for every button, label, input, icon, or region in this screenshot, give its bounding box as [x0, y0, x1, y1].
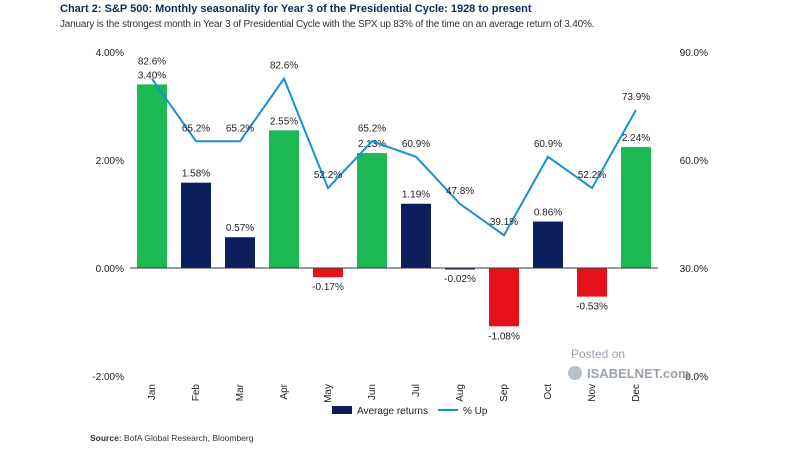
category-label-apr: Apr [279, 383, 290, 399]
bar-jan [137, 84, 167, 269]
bar-label-aug: -0.02% [444, 274, 476, 285]
right-axis: 0.0% 30.0% 60.0% 90.0% [680, 48, 708, 383]
bar-apr [269, 130, 299, 268]
pct-label-jun: 65.2% [358, 123, 386, 134]
right-tick-label: 60.0% [680, 156, 708, 167]
left-tick-label: 0.00% [96, 264, 124, 275]
right-tick-label: 90.0% [680, 48, 708, 59]
pct-label-aug: 47.8% [446, 186, 474, 197]
bar-label-jun: 2.13% [358, 139, 386, 150]
category-label-nov: Nov [587, 384, 598, 402]
pct-label-oct: 60.9% [534, 139, 562, 150]
category-label-oct: Oct [543, 384, 554, 400]
watermark-globe-icon [568, 366, 582, 380]
bar-label-feb: 1.58% [182, 169, 210, 180]
pct-label-sep: 39.1% [490, 217, 518, 228]
chart-title: Chart 2: S&P 500: Monthly seasonality fo… [60, 3, 532, 15]
bar-sep [489, 268, 519, 327]
bar-label-jul: 1.19% [402, 190, 430, 201]
category-label-jun: Jun [367, 384, 378, 400]
bar-label-apr: 2.55% [270, 116, 298, 127]
pct-label-dec: 73.9% [622, 92, 650, 103]
bar-nov [577, 268, 607, 297]
chart-subtitle: January is the strongest month in Year 3… [60, 19, 595, 30]
right-tick-label: 30.0% [680, 264, 708, 275]
source-text: BofA Global Research, Bloomberg [124, 433, 254, 443]
bar-mar [225, 237, 255, 268]
category-label-feb: Feb [191, 384, 202, 402]
right-tick-label: 0.0% [685, 372, 708, 383]
pct-label-apr: 82.6% [270, 61, 298, 72]
legend: Average returns % Up [332, 406, 488, 417]
bar-aug [445, 268, 475, 270]
bar-label-nov: -0.53% [576, 302, 608, 313]
watermark-line2: ISABELNET.com [587, 366, 690, 381]
pct-label-feb: 65.2% [182, 123, 210, 134]
pct-label-jan: 82.6% [138, 56, 166, 67]
left-tick-label: 2.00% [96, 156, 124, 167]
bar-oct [533, 221, 563, 268]
bar-label-jan: 3.40% [138, 70, 166, 81]
pct-label-nov: 52.2% [578, 170, 606, 181]
source-label: Source: [90, 433, 122, 443]
watermark-line1: Posted on [571, 347, 625, 361]
bar-jul [401, 203, 431, 268]
pct-label-jul: 60.9% [402, 139, 430, 150]
bar-label-sep: -1.08% [488, 331, 520, 342]
bar-label-may: -0.17% [312, 282, 344, 293]
bars-group [137, 84, 651, 327]
bar-label-dec: 2.24% [622, 133, 650, 144]
bar-feb [181, 182, 211, 268]
category-label-sep: Sep [499, 384, 510, 402]
bar-jun [357, 152, 387, 268]
left-tick-label: 4.00% [96, 48, 124, 59]
left-axis: -2.00% 0.00% 2.00% 4.00% [92, 48, 124, 383]
left-tick-label: -2.00% [92, 372, 124, 383]
category-label-mar: Mar [235, 383, 246, 401]
bar-may [313, 268, 343, 278]
watermark: Posted on ISABELNET.com [568, 347, 690, 381]
bar-labels-group: 3.40% 1.58% 0.57% 2.55% -0.17% 2.13% 1.19% -0.0… [138, 70, 650, 342]
bar-dec [621, 147, 651, 268]
pct-up-line [151, 76, 637, 237]
bar-label-mar: 0.57% [226, 223, 254, 234]
pct-label-may: 52.2% [314, 170, 342, 181]
category-label-dec: Dec [631, 384, 642, 402]
category-label-jul: Jul [411, 384, 422, 397]
category-label-may: May [323, 384, 334, 403]
source-note: Source: BofA Global Research, Bloomberg [90, 433, 254, 443]
category-axis: Jan Feb Mar Apr May Jun Jul Aug Sep Oct Nov Dec [147, 383, 642, 403]
pct-label-mar: 65.2% [226, 123, 254, 134]
legend-swatch-average-returns [332, 406, 352, 414]
category-label-aug: Aug [455, 384, 466, 402]
legend-label-pct-up: % Up [463, 406, 488, 417]
legend-label-average-returns: Average returns [357, 406, 428, 417]
category-label-jan: Jan [147, 384, 158, 400]
line-labels-group: 82.6% 65.2% 65.2% 82.6% 52.2% 65.2% 60.9% 47.8%… [138, 56, 650, 228]
bar-label-oct: 0.86% [534, 208, 562, 219]
